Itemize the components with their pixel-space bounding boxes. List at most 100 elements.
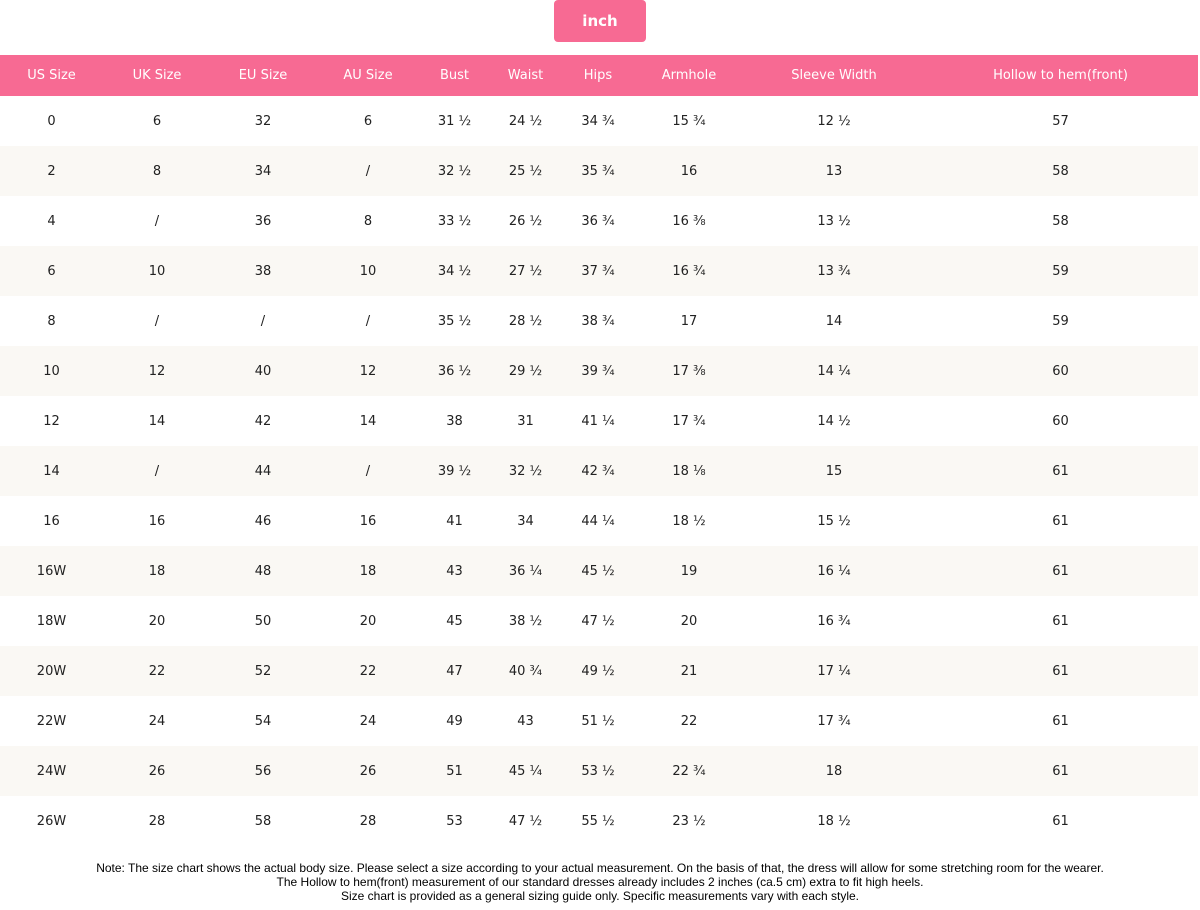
table-cell: 41	[446, 513, 463, 529]
table-cell: 22	[680, 713, 698, 729]
unit-toggle-inch-button[interactable]: inch	[554, 0, 646, 42]
column-header: Armhole	[633, 55, 745, 96]
table-cell: 45 ¼	[488, 746, 563, 796]
table-cell: 10	[315, 246, 421, 296]
table-cell: 61	[1052, 513, 1069, 529]
table-cell: 60	[923, 346, 1198, 396]
column-header: Bust	[421, 55, 488, 96]
table-cell: 49	[446, 713, 463, 729]
table-cell: 34 ¾	[581, 113, 615, 129]
column-header: AU Size	[315, 55, 421, 96]
note-line: Note: The size chart shows the actual bo…	[96, 861, 1104, 875]
table-cell: 0	[47, 113, 56, 129]
table-cell: 29 ½	[488, 346, 563, 396]
table-cell: 40 ¾	[488, 646, 563, 696]
table-cell: 16	[633, 146, 745, 196]
table-cell: 16	[148, 513, 166, 529]
table-cell: 31	[517, 413, 534, 429]
table-cell: /	[154, 213, 160, 229]
table-cell: 17 ¾	[817, 713, 851, 729]
table-cell: 17 ⅜	[633, 346, 745, 396]
column-header: EU Size	[211, 55, 315, 96]
table-cell: 16	[43, 513, 60, 529]
table-cell: 31 ½	[437, 113, 472, 129]
table-cell: 61	[923, 446, 1198, 496]
table-cell: 36	[254, 213, 272, 229]
table-cell: 18	[315, 546, 421, 596]
table-cell: 13	[745, 146, 923, 196]
table-row: 6 10 38 10 34 ½ 27 ½ 37 ¾ 16 ¾ 13 ¾ 59	[0, 246, 1198, 296]
table-cell: 38	[211, 246, 315, 296]
table-cell: 20W	[0, 646, 103, 696]
table-cell: 55 ½	[581, 813, 615, 829]
table-header-row: US Size UK Size EU Size AU Size Bust Waist Hip…	[0, 55, 1198, 96]
table-cell: 23 ½	[672, 813, 706, 829]
table-cell: 22	[103, 646, 211, 696]
table-cell: 61	[923, 746, 1198, 796]
table-cell: 26	[315, 746, 421, 796]
table-cell: 15 ¾	[672, 113, 706, 129]
table-cell: 44	[211, 446, 315, 496]
table-cell: 21	[633, 646, 745, 696]
table-cell: 22 ¾	[633, 746, 745, 796]
table-cell: 49 ½	[563, 646, 633, 696]
table-cell: /	[260, 313, 266, 329]
table-cell: 41 ¼	[581, 413, 615, 429]
table-cell: 24	[359, 713, 377, 729]
table-cell: 47 ½	[581, 613, 615, 629]
table-cell: 39 ½	[421, 446, 488, 496]
table-cell: 58	[254, 813, 272, 829]
table-cell: 27 ½	[488, 246, 563, 296]
table-cell: 22W	[36, 713, 67, 729]
table-cell: 22	[315, 646, 421, 696]
table-cell: 28 ½	[508, 313, 543, 329]
table-cell: 13 ½	[817, 213, 851, 229]
table-cell: 28	[359, 813, 377, 829]
table-cell: 14	[0, 446, 103, 496]
table-cell: 26	[103, 746, 211, 796]
table-cell: 13 ¾	[745, 246, 923, 296]
table-row: 22W 24 54 24 49 43 51 ½ 22 17 ¾ 61	[0, 696, 1198, 746]
table-row: 20W 22 52 22 47 40 ¾ 49 ½ 21 17 ¼ 61	[0, 646, 1198, 696]
table-cell: 17 ¾	[672, 413, 706, 429]
table-cell: 52	[211, 646, 315, 696]
table-cell: 43	[421, 546, 488, 596]
table-cell: 16 ¾	[817, 613, 851, 629]
table-cell: /	[103, 446, 211, 496]
column-header: Sleeve Width	[745, 55, 923, 96]
table-cell: /	[315, 446, 421, 496]
table-cell: 47 ½	[508, 813, 543, 829]
table-cell: 45	[446, 613, 463, 629]
table-cell: 59	[923, 246, 1198, 296]
table-cell: /	[154, 313, 160, 329]
table-cell: 33 ½	[437, 213, 472, 229]
table-cell: 12	[315, 346, 421, 396]
table-cell: 46	[254, 513, 272, 529]
table-cell: 58	[1052, 213, 1069, 229]
table-cell: 12	[43, 413, 60, 429]
table-cell: 16 ¾	[633, 246, 745, 296]
table-cell: 16	[359, 513, 377, 529]
note-line: The Hollow to hem(front) measurement of …	[276, 875, 924, 889]
table-cell: 14 ¼	[745, 346, 923, 396]
table-cell: 32 ½	[488, 446, 563, 496]
table-cell: /	[315, 146, 421, 196]
table-cell: 45 ½	[563, 546, 633, 596]
table-cell: 18	[745, 746, 923, 796]
table-cell: 57	[1052, 113, 1069, 129]
table-cell: 17	[680, 313, 698, 329]
table-cell: 47	[421, 646, 488, 696]
table-cell: /	[365, 313, 371, 329]
table-cell: 10	[0, 346, 103, 396]
table-cell: 34 ½	[421, 246, 488, 296]
table-cell: 8	[363, 213, 373, 229]
table-cell: 14 ½	[817, 413, 851, 429]
table-cell: 25 ½	[488, 146, 563, 196]
table-cell: 20	[148, 613, 166, 629]
table-row: 0 6 32 6 31 ½ 24 ½ 34 ¾ 15 ¾ 12 ½ 57	[0, 96, 1198, 146]
table-cell: 51	[421, 746, 488, 796]
table-cell: 61	[923, 546, 1198, 596]
table-cell: 53 ½	[563, 746, 633, 796]
table-cell: 24 ½	[508, 113, 543, 129]
table-cell: 36 ¾	[581, 213, 615, 229]
